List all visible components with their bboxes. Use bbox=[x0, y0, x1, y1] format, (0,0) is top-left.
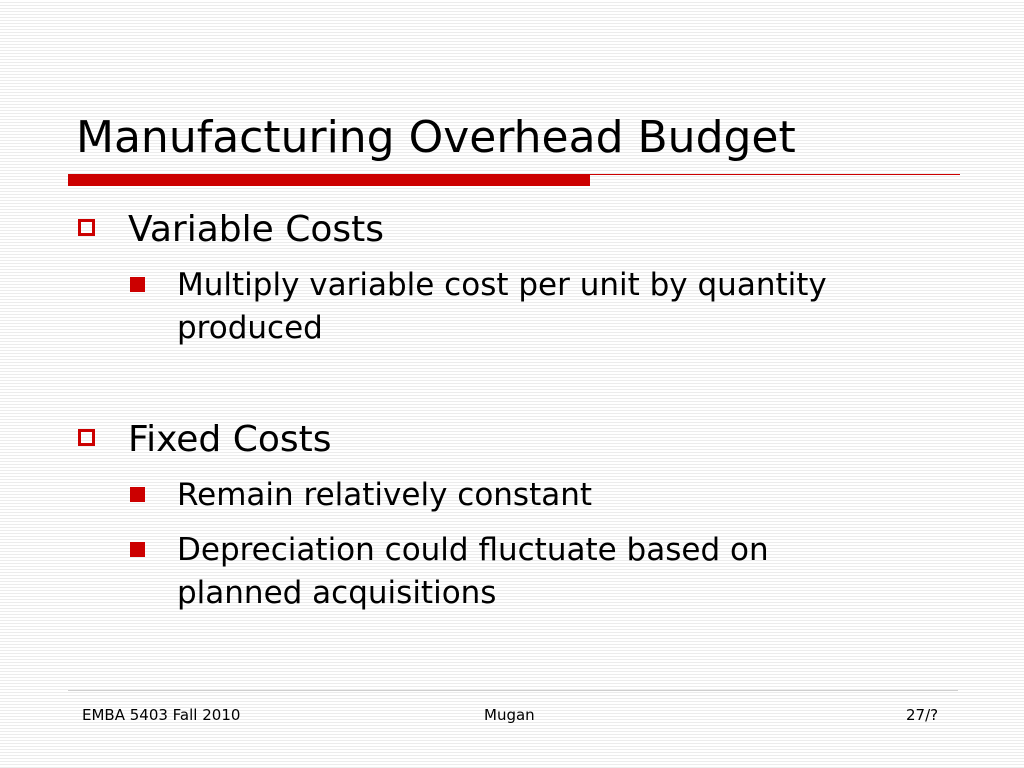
title-underline bbox=[68, 174, 960, 188]
footer-course: EMBA 5403 Fall 2010 bbox=[82, 706, 241, 724]
title-underline-thick bbox=[68, 174, 590, 186]
hollow-square-bullet-icon bbox=[78, 219, 95, 236]
footer-divider bbox=[68, 690, 958, 691]
slide-title: Manufacturing Overhead Budget bbox=[76, 112, 796, 163]
title-underline-thin bbox=[590, 174, 960, 175]
bullet-label: Variable Costs bbox=[128, 209, 384, 250]
filled-square-bullet-icon bbox=[130, 277, 145, 292]
filled-square-bullet-icon bbox=[130, 542, 145, 557]
bullet-label: Fixed Costs bbox=[128, 419, 332, 460]
sub-bullet-text: Multiply variable cost per unit by quant… bbox=[177, 267, 827, 346]
sub-bullet-text: Remain relatively constant bbox=[177, 477, 593, 513]
sub-bullet-text: Depreciation could fluctuate based on pl… bbox=[177, 532, 769, 611]
filled-square-bullet-icon bbox=[130, 487, 145, 502]
hollow-square-bullet-icon bbox=[78, 429, 95, 446]
footer-author: Mugan bbox=[484, 706, 535, 724]
footer-slide-number: 27/? bbox=[906, 706, 939, 724]
